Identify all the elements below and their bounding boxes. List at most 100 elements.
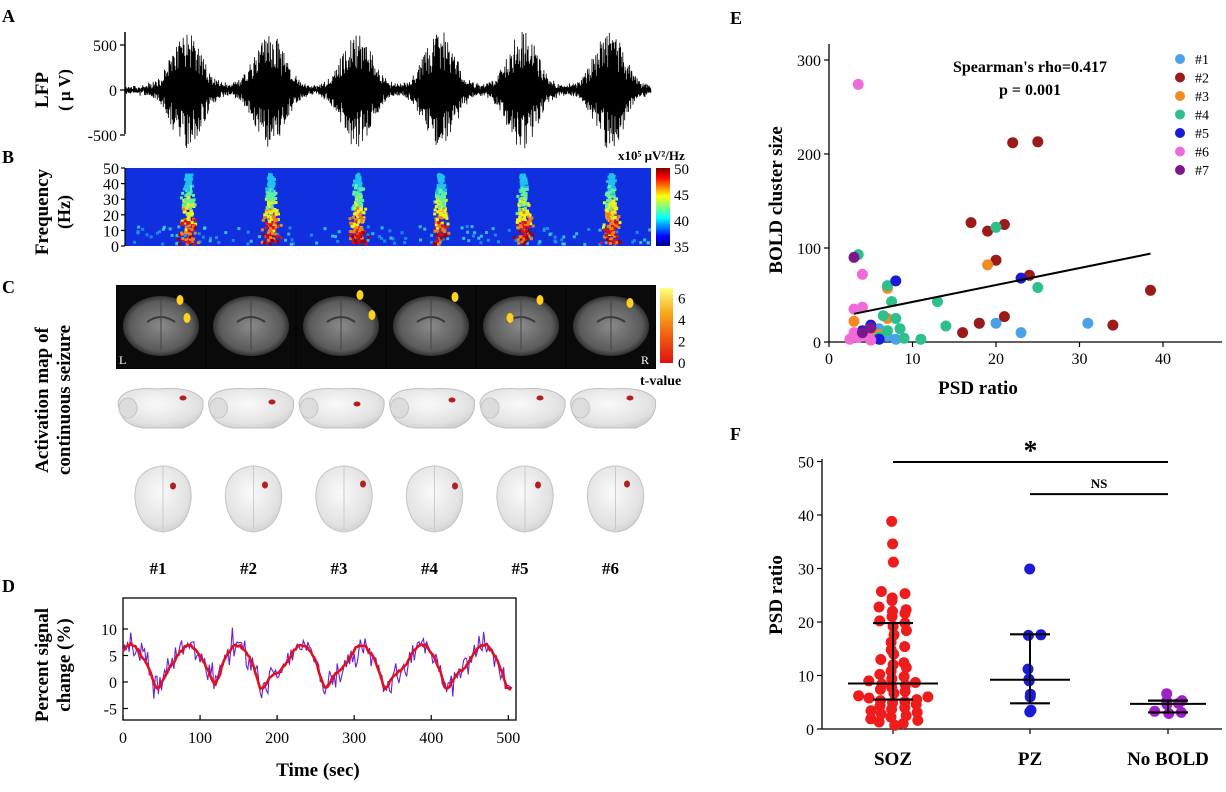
spec-speckle bbox=[366, 238, 370, 242]
spectrogram-bursts bbox=[133, 172, 652, 246]
spec-speckle bbox=[465, 225, 469, 229]
spec-speckle bbox=[175, 241, 179, 245]
spec-burst-cell bbox=[188, 200, 192, 204]
spec-burst-cell bbox=[358, 230, 362, 234]
spec-burst-cell bbox=[190, 228, 194, 232]
e-point bbox=[848, 251, 860, 263]
spec-speckle bbox=[217, 240, 221, 244]
spec-colorbar-ticks: 50 45 40 35 bbox=[674, 162, 689, 256]
spec-speckle bbox=[137, 225, 141, 229]
spec-burst-cell bbox=[602, 235, 606, 239]
spec-burst-cell bbox=[611, 192, 615, 196]
spec-burst-cell bbox=[272, 237, 276, 241]
spec-burst-cell bbox=[186, 218, 190, 222]
spec-burst-cell bbox=[439, 188, 443, 192]
spec-burst-cell bbox=[602, 226, 605, 230]
spec-burst-cell bbox=[182, 207, 186, 211]
spec-burst-cell bbox=[356, 174, 360, 177]
spec-burst-cell bbox=[611, 232, 615, 236]
spec-burst-cell bbox=[269, 242, 272, 246]
f-significance-bars: * NS bbox=[893, 436, 1168, 496]
activation-hotspot bbox=[626, 298, 634, 308]
spec-speckle bbox=[198, 240, 202, 244]
spec-burst-cell bbox=[446, 222, 450, 226]
spec-burst-cell bbox=[270, 204, 274, 207]
spec-burst-cell bbox=[362, 218, 366, 221]
spec-burst-cell bbox=[442, 186, 445, 190]
spec-burst-cell bbox=[524, 228, 528, 232]
f-point bbox=[912, 714, 924, 726]
spec-speckle bbox=[477, 236, 481, 240]
spec-burst-cell bbox=[192, 193, 195, 197]
f-point bbox=[863, 675, 875, 687]
spec-burst-cell bbox=[263, 216, 267, 219]
spec-burst-cell bbox=[528, 231, 532, 235]
panel-label-d: D bbox=[2, 576, 15, 596]
axial-activation bbox=[170, 482, 176, 490]
e-point bbox=[865, 322, 877, 334]
spec-burst-cell bbox=[185, 181, 189, 185]
f-point bbox=[874, 615, 886, 627]
spec-burst-cell bbox=[440, 233, 444, 237]
spec-burst-cell bbox=[524, 185, 528, 189]
spec-burst-cell bbox=[266, 214, 270, 218]
e-point bbox=[856, 268, 868, 280]
spec-burst-cell bbox=[522, 175, 526, 179]
spec-burst-cell bbox=[443, 183, 447, 187]
spec-speckle bbox=[542, 227, 546, 231]
spec-tick-label: 40 bbox=[103, 177, 119, 194]
spec-burst-cell bbox=[352, 190, 356, 194]
spec-burst-cell bbox=[187, 221, 191, 225]
e-point bbox=[873, 333, 885, 345]
spec-burst-cell bbox=[611, 217, 615, 221]
f-y-tick-label: 30 bbox=[798, 562, 814, 579]
e-point bbox=[1032, 136, 1044, 148]
e-xlabel: PSD ratio bbox=[938, 378, 1018, 399]
spec-burst-cell bbox=[189, 206, 193, 210]
spec-burst-cell bbox=[612, 226, 616, 230]
spec-burst-cell bbox=[356, 218, 360, 222]
spec-speckle bbox=[197, 232, 201, 236]
spec-burst-cell bbox=[193, 203, 197, 207]
psc-traces bbox=[122, 627, 513, 699]
spec-speckle bbox=[486, 238, 490, 242]
spec-speckle bbox=[446, 237, 450, 241]
spec-burst-cell bbox=[187, 180, 191, 184]
e-legend-marker bbox=[1175, 91, 1185, 101]
f-y-tick-label: 0 bbox=[806, 722, 814, 739]
spec-burst-cell bbox=[351, 222, 354, 225]
spec-burst-cell bbox=[266, 239, 270, 243]
spec-burst-cell bbox=[524, 188, 528, 191]
spec-colorbar-unit: x10⁵ μV²/Hz bbox=[618, 148, 685, 163]
tvalue-colorbar bbox=[660, 288, 673, 363]
spec-burst-cell bbox=[438, 185, 442, 189]
f-axis-ticks: 0 10 20 30 40 50 SOZ PZ No BOLD bbox=[798, 455, 1209, 771]
e-annotation-p: p = 0.001 bbox=[999, 82, 1061, 99]
spec-burst-cell bbox=[182, 239, 186, 242]
spec-burst-cell bbox=[522, 242, 526, 246]
spec-burst-cell bbox=[277, 212, 280, 216]
spec-burst-cell bbox=[181, 221, 185, 225]
spectrogram-background bbox=[125, 168, 651, 246]
e-point bbox=[990, 317, 1002, 329]
spec-burst-cell bbox=[612, 230, 616, 234]
activation-hotspot bbox=[506, 313, 514, 323]
spec-burst-cell bbox=[186, 196, 190, 200]
panel-e-scatter: BOLD cluster size PSD ratio 0 10 20 30 40 0 10… bbox=[766, 44, 1222, 399]
spec-speckle bbox=[380, 226, 384, 230]
spec-burst-cell bbox=[618, 239, 621, 243]
spec-burst-cell bbox=[437, 223, 441, 227]
spec-burst-cell bbox=[608, 190, 612, 194]
spec-burst-cell bbox=[527, 231, 530, 235]
spec-tick-label: 20 bbox=[103, 208, 119, 225]
spec-burst-cell bbox=[435, 220, 439, 224]
spec-burst-cell bbox=[356, 223, 360, 227]
spec-speckle bbox=[643, 238, 647, 242]
spec-burst-cell bbox=[185, 242, 189, 246]
spec-burst-cell bbox=[359, 181, 363, 185]
spec-colorbar-label: 40 bbox=[674, 214, 689, 230]
spec-burst-cell bbox=[517, 241, 521, 245]
spec-burst-cell bbox=[526, 220, 530, 224]
spec-burst-cell bbox=[440, 222, 444, 226]
